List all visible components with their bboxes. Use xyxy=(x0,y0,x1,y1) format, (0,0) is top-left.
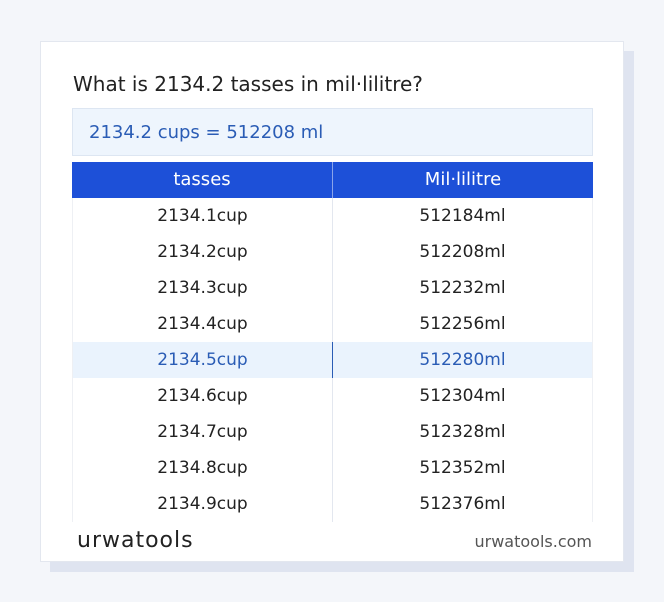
table-cell: 512184ml xyxy=(332,198,592,234)
table-cell: 2134.4cup xyxy=(157,314,248,334)
table-cell: 512328ml xyxy=(332,414,592,450)
table-cell: 2134.3cup xyxy=(157,278,248,298)
table-cell: 2134.5cup xyxy=(157,350,248,370)
table-cell: 2134.1cup xyxy=(157,206,248,226)
table-cell: 2134.6cup xyxy=(157,386,248,406)
table-cell: 2134.2cup xyxy=(157,242,248,262)
table-row: 2134.2cup 512208ml xyxy=(72,234,593,270)
table-cell: 512304ml xyxy=(332,378,592,414)
result: 2134.2 cups = 512208 ml xyxy=(72,108,593,156)
header-cell: Mil·lilitre xyxy=(332,162,593,198)
table-row: 2134.9cup 512376ml xyxy=(72,486,593,522)
table-cell: 512208ml xyxy=(332,234,592,270)
table-row: 2134.3cup 512232ml xyxy=(72,270,593,306)
table-row: 2134.1cup 512184ml xyxy=(72,198,593,234)
table-cell: 512256ml xyxy=(332,306,592,342)
table-row: 2134.6cup 512304ml xyxy=(72,378,593,414)
table-header: tasses Mil·lilitre xyxy=(72,162,593,198)
table-cell: 2134.9cup xyxy=(157,494,248,514)
table-cell: 2134.8cup xyxy=(157,458,248,478)
table: tasses Mil·lilitre 2134.1cup 512184ml 2134… xyxy=(72,162,593,522)
table-cell: 512232ml xyxy=(332,270,592,306)
table-row: 2134.8cup 512352ml xyxy=(72,450,593,486)
title: What is 2134.2 tasses in mil·lilitre? xyxy=(73,72,423,96)
table-cell: 512376ml xyxy=(332,486,592,522)
table-row: 2134.5cup 512280ml xyxy=(72,342,593,378)
table-cell: 2134.7cup xyxy=(157,422,248,442)
logo[interactable]: urwatools xyxy=(77,528,194,553)
table-cell: 512280ml xyxy=(332,342,592,378)
card: What is 2134.2 tasses in mil·lilitre? 21… xyxy=(40,41,624,562)
header-cell: tasses xyxy=(173,169,231,190)
table-row: 2134.7cup 512328ml xyxy=(72,414,593,450)
site-link[interactable]: urwatools.com xyxy=(474,532,593,551)
table-row: 2134.4cup 512256ml xyxy=(72,306,593,342)
table-cell: 512352ml xyxy=(332,450,592,486)
